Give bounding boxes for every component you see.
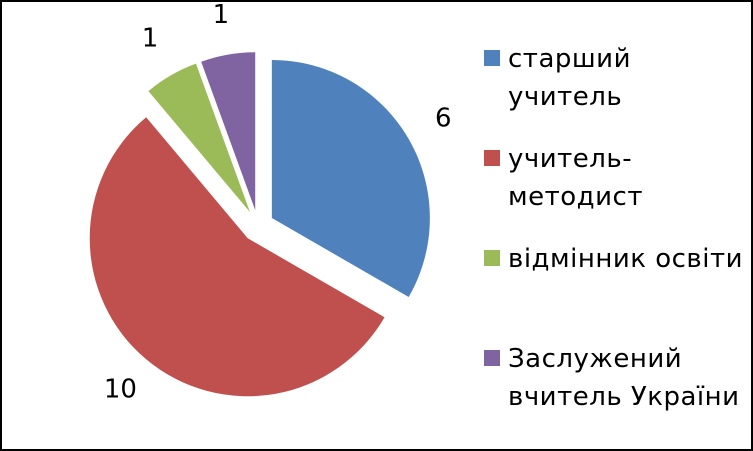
data-label: 6 [435,104,452,134]
legend-item: учитель-методист [484,140,746,240]
legend-swatch [484,50,500,66]
legend-item: відмінник освіти [484,240,746,340]
data-label: 1 [142,23,159,53]
legend-item: старший учитель [484,40,746,140]
legend-label: Заслужений вчитель України [508,344,740,412]
data-label: 1 [213,0,230,30]
legend-item: Заслужений вчитель України [484,340,746,440]
legend-swatch [484,150,500,166]
pie-slice [201,52,256,211]
legend: старший учитель учитель-методист відмінник… [484,40,746,440]
pie-slice [89,117,385,397]
legend-swatch [484,250,500,266]
legend-label: відмінник освіти [508,244,744,274]
legend-label: учитель-методист [508,144,643,212]
legend-swatch [484,350,500,366]
pie-slice [148,63,250,213]
legend-label: старший учитель [508,44,631,112]
pie-slice [271,60,430,297]
data-label: 10 [104,374,137,404]
